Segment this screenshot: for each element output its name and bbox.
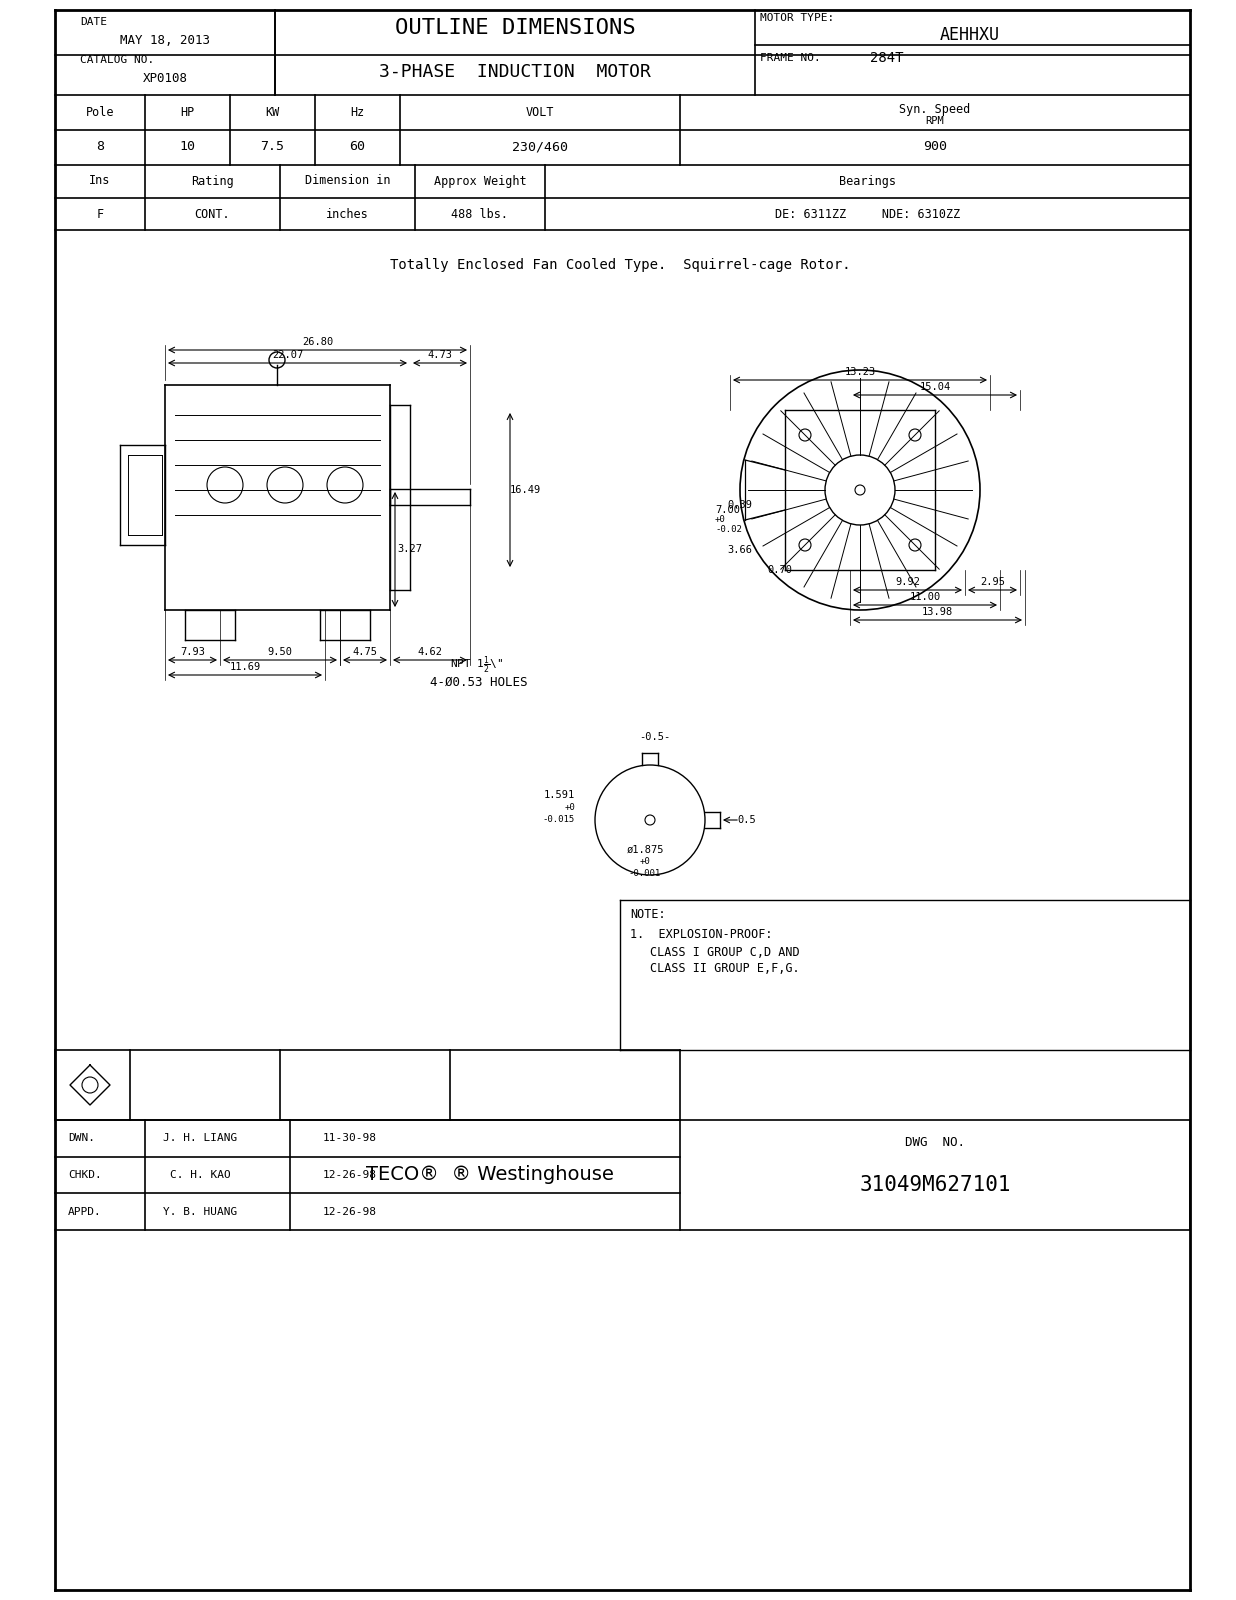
Text: -0.5-: -0.5- — [639, 733, 671, 742]
Text: Pole: Pole — [85, 107, 114, 120]
Text: NOTE:: NOTE: — [630, 909, 666, 922]
Text: 15.04: 15.04 — [920, 382, 950, 392]
Text: 9.50: 9.50 — [267, 646, 293, 658]
Text: J. H. LIANG: J. H. LIANG — [163, 1133, 237, 1144]
Text: 12-26-98: 12-26-98 — [323, 1170, 377, 1181]
Text: -0.02: -0.02 — [714, 525, 742, 534]
Text: 488 lbs.: 488 lbs. — [451, 208, 508, 221]
Text: XP0108: XP0108 — [142, 72, 188, 85]
Text: 9.92: 9.92 — [895, 578, 920, 587]
Text: CATALOG NO.: CATALOG NO. — [80, 54, 154, 66]
Text: Y. B. HUANG: Y. B. HUANG — [163, 1206, 237, 1216]
Text: 2.95: 2.95 — [980, 578, 1005, 587]
Text: 11.00: 11.00 — [910, 592, 941, 602]
Text: 3.66: 3.66 — [728, 546, 753, 555]
Text: Hz: Hz — [350, 107, 365, 120]
Text: MOTOR TYPE:: MOTOR TYPE: — [760, 13, 834, 22]
Text: +0: +0 — [639, 858, 650, 867]
Text: Totally Enclosed Fan Cooled Type.  Squirrel-cage Rotor.: Totally Enclosed Fan Cooled Type. Squirr… — [389, 258, 850, 272]
Text: CLASS I GROUP C,D AND: CLASS I GROUP C,D AND — [650, 946, 800, 958]
Text: 900: 900 — [923, 141, 947, 154]
Text: 4.62: 4.62 — [418, 646, 442, 658]
Text: DWG  NO.: DWG NO. — [905, 1136, 965, 1149]
Text: Bearings: Bearings — [839, 174, 896, 187]
Text: CLASS II GROUP E,F,G.: CLASS II GROUP E,F,G. — [650, 963, 800, 976]
Text: 10: 10 — [179, 141, 195, 154]
Text: Approx Weight: Approx Weight — [434, 174, 527, 187]
Text: MAY 18, 2013: MAY 18, 2013 — [120, 34, 210, 46]
Text: 3-PHASE  INDUCTION  MOTOR: 3-PHASE INDUCTION MOTOR — [379, 62, 651, 82]
Text: Syn. Speed: Syn. Speed — [900, 102, 970, 115]
Text: Dimension in: Dimension in — [305, 174, 391, 187]
Text: KW: KW — [266, 107, 279, 120]
Text: 0.5: 0.5 — [738, 814, 756, 826]
Text: 3.27: 3.27 — [398, 544, 423, 555]
Text: 0.39: 0.39 — [728, 499, 753, 510]
Text: +0: +0 — [714, 515, 726, 525]
Text: 4-Ø0.53 HOLES: 4-Ø0.53 HOLES — [430, 675, 528, 688]
Text: C. H. KAO: C. H. KAO — [169, 1170, 230, 1181]
Text: inches: inches — [326, 208, 368, 221]
Text: 22.07: 22.07 — [272, 350, 303, 360]
Text: +0: +0 — [565, 803, 575, 811]
Text: HP: HP — [180, 107, 194, 120]
Text: 31049M627101: 31049M627101 — [859, 1174, 1011, 1195]
Text: 230/460: 230/460 — [512, 141, 569, 154]
Text: 4.75: 4.75 — [352, 646, 377, 658]
Text: Rating: Rating — [192, 174, 234, 187]
Text: 7.5: 7.5 — [261, 141, 284, 154]
Text: AEHHXU: AEHHXU — [941, 26, 1000, 43]
Text: CHKD.: CHKD. — [68, 1170, 101, 1181]
Text: DWN.: DWN. — [68, 1133, 95, 1144]
Text: 13.23: 13.23 — [844, 366, 875, 378]
Text: 1.591: 1.591 — [544, 790, 575, 800]
Text: 12-26-98: 12-26-98 — [323, 1206, 377, 1216]
Text: 16.49: 16.49 — [509, 485, 540, 494]
Text: CONT.: CONT. — [195, 208, 230, 221]
Text: 7.93: 7.93 — [180, 646, 205, 658]
Text: 1.  EXPLOSION-PROOF:: 1. EXPLOSION-PROOF: — [630, 928, 772, 941]
Text: -0.015: -0.015 — [543, 814, 575, 824]
Text: 284T: 284T — [870, 51, 904, 66]
Text: ø1.875: ø1.875 — [627, 845, 664, 854]
Text: FRAME NO.: FRAME NO. — [760, 53, 821, 62]
Text: 4.73: 4.73 — [428, 350, 452, 360]
Text: 8: 8 — [96, 141, 104, 154]
Text: F: F — [96, 208, 104, 221]
Text: DE: 6311ZZ     NDE: 6310ZZ: DE: 6311ZZ NDE: 6310ZZ — [775, 208, 960, 221]
Text: 7.00: 7.00 — [714, 506, 740, 515]
Text: DATE: DATE — [80, 18, 108, 27]
Text: 11.69: 11.69 — [230, 662, 261, 672]
Text: Ins: Ins — [89, 174, 111, 187]
Text: RPM: RPM — [926, 117, 944, 126]
Text: 26.80: 26.80 — [302, 338, 334, 347]
Text: APPD.: APPD. — [68, 1206, 101, 1216]
Text: TECO®  ® Westinghouse: TECO® ® Westinghouse — [366, 1165, 614, 1184]
Text: NPT 1$\frac{1}{2}$\": NPT 1$\frac{1}{2}$\" — [450, 654, 503, 675]
Text: VOLT: VOLT — [525, 107, 554, 120]
Text: -0.001: -0.001 — [629, 869, 661, 878]
Text: 60: 60 — [350, 141, 366, 154]
Text: 13.98: 13.98 — [922, 606, 953, 618]
Text: OUTLINE DIMENSIONS: OUTLINE DIMENSIONS — [394, 18, 635, 38]
Text: 0.70: 0.70 — [768, 565, 792, 574]
Text: 11-30-98: 11-30-98 — [323, 1133, 377, 1144]
